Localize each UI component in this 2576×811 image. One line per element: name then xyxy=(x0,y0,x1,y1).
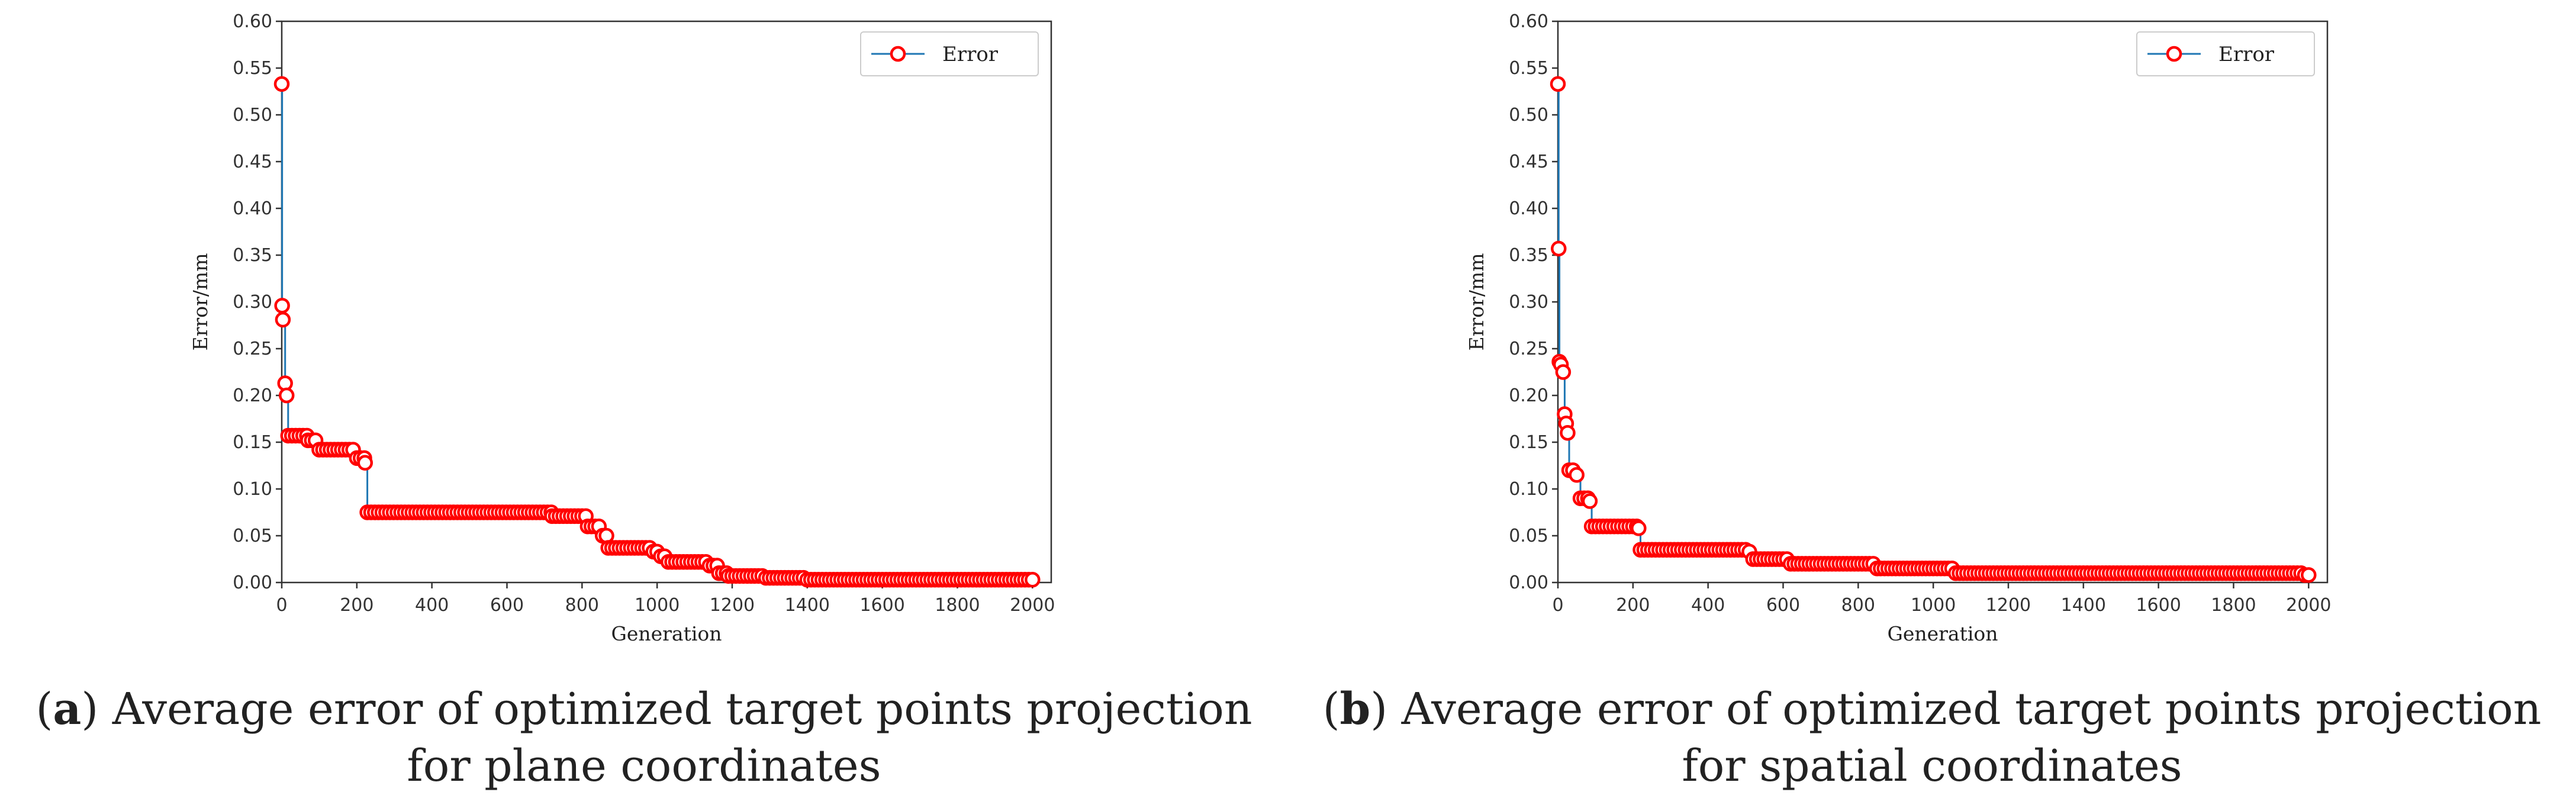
chart-a-ytick-label: 0.40 xyxy=(233,198,272,219)
chart-a-xtick-label: 1000 xyxy=(635,595,680,616)
chart-b-xlabel: Generation xyxy=(1887,622,1998,645)
chart-a-data-point xyxy=(275,311,291,328)
chart-b-xtick-label: 400 xyxy=(1691,595,1725,616)
chart-a-xtick-label: 1200 xyxy=(710,595,755,616)
chart-b-ytick-label: 0.45 xyxy=(1509,152,1548,172)
chart-b-ytick-label: 0.60 xyxy=(1509,11,1548,32)
chart-a-ytick-label: 0.30 xyxy=(233,292,272,313)
chart-b-ytick-label: 0.10 xyxy=(1509,479,1548,500)
chart-b-xtick-label: 1200 xyxy=(1986,595,2031,616)
chart-b-xtick-label: 800 xyxy=(1841,595,1875,616)
chart-b-ytick-label: 0.25 xyxy=(1509,339,1548,359)
chart-a-xtick-label: 0 xyxy=(276,595,287,616)
chart-a-xtick-label: 200 xyxy=(340,595,373,616)
chart-a-legend-marker xyxy=(890,46,906,62)
chart-b-xtick-label: 1800 xyxy=(2211,595,2256,616)
chart-panel-b: 0.00 0.05 0.10 0.15 0.20 0.25 0.30 0.35 0.40 0.45… xyxy=(1465,11,2331,645)
chart-a-plot-frame xyxy=(281,20,1052,584)
chart-b-ytick-label: 0.15 xyxy=(1509,432,1548,453)
chart-a-ylabel: Error/mm xyxy=(189,253,212,351)
chart-b-plot-frame xyxy=(1557,20,2329,584)
chart-b-data-point xyxy=(1560,424,1576,441)
chart-b-content: 0.00 0.05 0.10 0.15 0.20 0.25 0.30 0.35 0.40 0.45… xyxy=(1465,11,2331,645)
chart-a-ytick-label: 0.15 xyxy=(233,432,272,453)
chart-b-legend-marker xyxy=(2166,46,2182,62)
chart-b-ytick-label: 0.00 xyxy=(1509,572,1548,593)
chart-panel-a: 0.00 0.05 0.10 0.15 0.20 0.25 0.30 0.35 0.40 0.45… xyxy=(189,11,1055,645)
chart-b-data-point xyxy=(1569,467,1585,483)
chart-a-xtick-label: 2000 xyxy=(1010,595,1055,616)
chart-b-xtick-label: 0 xyxy=(1552,595,1563,616)
chart-b-data-point xyxy=(1631,520,1647,536)
chart-b-xtick-label: 1000 xyxy=(1911,595,1956,616)
chart-b-ytick-label: 0.40 xyxy=(1509,198,1548,219)
chart-b-xtick-label: 1600 xyxy=(2136,595,2181,616)
chart-b-data-point xyxy=(1555,364,1572,380)
chart-a-xtick-label: 1600 xyxy=(859,595,904,616)
chart-a-ytick-label: 0.00 xyxy=(233,572,272,593)
caption-b-text: Average error of optimized target points… xyxy=(1401,684,2542,791)
chart-a-ytick-label: 0.55 xyxy=(233,58,272,79)
chart-a-xtick-label: 1400 xyxy=(785,595,830,616)
chart-a-ytick-label: 0.60 xyxy=(233,11,272,32)
chart-a-ytick-label: 0.10 xyxy=(233,479,272,500)
chart-b-xtick-label: 200 xyxy=(1616,595,1650,616)
caption-a-text: Average error of optimized target points… xyxy=(112,684,1252,791)
chart-b-xtick-label: 2000 xyxy=(2286,595,2331,616)
chart-a-data-point xyxy=(274,298,290,314)
chart-a-legend-label: Error xyxy=(942,43,999,66)
chart-b-ytick-label: 0.55 xyxy=(1509,58,1548,79)
chart-b-ytick-label: 0.20 xyxy=(1509,385,1548,406)
chart-a-ytick-label: 0.35 xyxy=(233,245,272,266)
chart-a-ytick-label: 0.05 xyxy=(233,526,272,546)
caption-b-label: b xyxy=(1339,684,1371,735)
chart-a-ytick-label: 0.20 xyxy=(233,385,272,406)
chart-a-data-point xyxy=(1025,572,1041,588)
caption-a-label: a xyxy=(53,684,82,735)
chart-a-ytick-label: 0.45 xyxy=(233,152,272,172)
chart-a-content: 0.00 0.05 0.10 0.15 0.20 0.25 0.30 0.35 0.40 0.45… xyxy=(189,11,1055,645)
chart-a-data-point xyxy=(273,76,290,92)
chart-a-data-point xyxy=(278,387,295,404)
chart-b-ylabel: Error/mm xyxy=(1465,253,1488,351)
chart-b-ytick-label: 0.05 xyxy=(1509,526,1548,546)
chart-a-legend-box xyxy=(860,31,1039,76)
chart-b-data-point xyxy=(2301,567,2317,583)
chart-a-xtick-label: 800 xyxy=(565,595,599,616)
chart-b-data-point xyxy=(1551,240,1567,257)
caption-a: (a) Average error of optimized target po… xyxy=(36,684,1252,791)
chart-b-markers xyxy=(1550,76,2317,583)
chart-a-xlabel: Generation xyxy=(611,622,722,645)
chart-b-legend-label: Error xyxy=(2218,43,2275,66)
caption-b: (b) Average error of optimized target po… xyxy=(1322,684,2542,791)
chart-a-xtick-label: 600 xyxy=(490,595,524,616)
chart-b-ytick-label: 0.50 xyxy=(1509,105,1548,125)
chart-a-markers xyxy=(273,76,1041,588)
chart-a-data-point xyxy=(357,455,373,471)
chart-b-data-point xyxy=(1550,76,1566,92)
chart-b-ytick-label: 0.35 xyxy=(1509,245,1548,266)
chart-b-legend-box xyxy=(2136,31,2315,76)
chart-a-xtick-label: 1800 xyxy=(935,595,980,616)
chart-b-ytick-label: 0.30 xyxy=(1509,292,1548,313)
chart-a-ytick-label: 0.50 xyxy=(233,105,272,125)
chart-b-xtick-label: 1400 xyxy=(2061,595,2106,616)
chart-a-ytick-label: 0.25 xyxy=(233,339,272,359)
chart-b-data-point xyxy=(1582,493,1598,509)
chart-b-xtick-label: 600 xyxy=(1766,595,1800,616)
chart-a-xtick-label: 400 xyxy=(415,595,449,616)
